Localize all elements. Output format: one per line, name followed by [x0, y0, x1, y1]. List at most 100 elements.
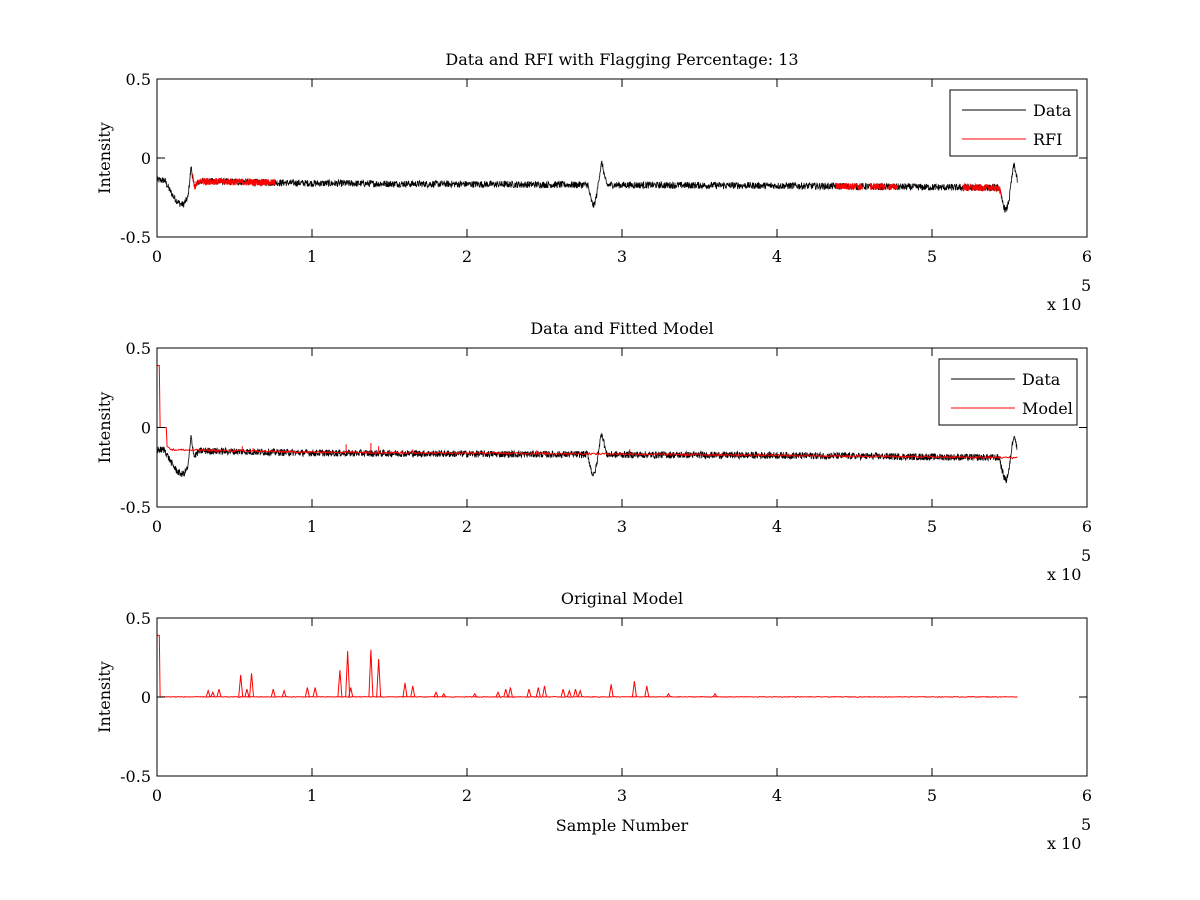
y-tick-label: -0.5	[120, 767, 151, 786]
legend-box	[949, 89, 1078, 157]
original-model-spike-27	[560, 688, 566, 698]
y-tick-label: 0.5	[126, 70, 151, 89]
rfi-segment-3	[869, 182, 886, 191]
x-tick-label: 2	[462, 517, 472, 536]
original-model-spike-30	[577, 689, 583, 698]
plot-area	[157, 79, 1087, 237]
rfi-segment-4	[888, 183, 899, 191]
original-model-spike-4	[238, 674, 244, 698]
original-model-spike-34	[666, 692, 671, 698]
rfi-segment-5	[962, 182, 1002, 200]
original-model-spike-16	[402, 682, 408, 698]
data-layer	[157, 634, 1018, 698]
x-tick-label: 0	[152, 786, 162, 805]
original-model-spike-33	[644, 685, 650, 698]
y-axis-label: Intensity	[95, 392, 114, 464]
y-tick-label: 0.5	[126, 339, 151, 358]
original-model-spike-10	[312, 687, 318, 698]
x-tick-label: 4	[772, 247, 782, 266]
original-model-spike-14	[368, 649, 374, 698]
x-tick-label: 3	[617, 786, 627, 805]
chart-title: Original Model	[561, 589, 683, 608]
data-layer	[157, 160, 1018, 213]
x-tick-label: 4	[772, 517, 782, 536]
plot-area	[157, 348, 1087, 507]
original-model-spike-5	[244, 688, 250, 698]
x-tick-label: 2	[462, 786, 472, 805]
original-model-spike-29	[573, 688, 578, 698]
legend-label-rfi: RFI	[1033, 130, 1062, 149]
original-model-spike-32	[631, 681, 637, 698]
original-model-spike-22	[503, 688, 509, 698]
original-model-spike-25	[535, 687, 541, 698]
x-tick-label: 0	[152, 517, 162, 536]
original-model-spike-8	[281, 689, 287, 698]
original-model-spike-3	[216, 688, 222, 698]
x-tick-label: 6	[1082, 517, 1092, 536]
series-line-original-model	[157, 634, 1018, 698]
rfi-segment-2	[835, 182, 863, 191]
original-model-spike-12	[345, 651, 351, 698]
y-tick-label: 0	[141, 688, 151, 707]
x-tick-label: 5	[927, 247, 937, 266]
legend: Data Model	[938, 358, 1078, 426]
x-tick-label: 1	[307, 786, 317, 805]
legend: Data RFI	[949, 89, 1078, 157]
x-tick-label: 4	[772, 786, 782, 805]
y-axis-label: Intensity	[95, 661, 114, 733]
x-tick-label: 5	[927, 517, 937, 536]
original-model-spike-18	[433, 690, 439, 698]
x-multiplier-label: x 10	[1047, 834, 1081, 853]
original-model-spike-1	[205, 689, 211, 698]
original-model-spike-9	[304, 687, 310, 698]
original-model-spike-19	[441, 692, 447, 698]
original-model-spike-7	[270, 688, 276, 698]
original-model-spike-31	[608, 684, 614, 698]
legend-label-data: Data	[1033, 101, 1072, 120]
x-exponent-label: 5	[1081, 815, 1091, 834]
legend-label-model: Model	[1022, 399, 1073, 418]
x-multiplier-label: x 10	[1047, 295, 1081, 314]
original-model-spike-35	[712, 692, 718, 698]
y-tick-label: -0.5	[120, 228, 151, 247]
y-tick-label: -0.5	[120, 498, 151, 517]
legend-label-data: Data	[1022, 370, 1061, 389]
x-tick-label: 0	[152, 247, 162, 266]
original-model-spike-15	[376, 659, 382, 698]
series-line-model	[157, 365, 1018, 460]
original-model-spike-13	[348, 687, 354, 698]
original-model-spike-2	[210, 690, 216, 698]
original-model-spike-23	[507, 687, 513, 698]
original-model-spike-24	[526, 688, 532, 698]
data-layer	[157, 365, 1018, 484]
original-model-spike-17	[410, 685, 416, 698]
original-model-spike-6	[249, 673, 255, 698]
x-tick-label: 1	[307, 247, 317, 266]
chart-title: Data and Fitted Model	[530, 319, 713, 338]
x-axis-label: Sample Number	[556, 816, 689, 835]
y-tick-label: 0	[141, 419, 151, 438]
x-exponent-label: 5	[1081, 276, 1091, 295]
x-tick-label: 2	[462, 247, 472, 266]
x-tick-label: 1	[307, 517, 317, 536]
original-model-spike-20	[472, 692, 478, 698]
x-multiplier-label: x 10	[1047, 565, 1081, 584]
x-tick-label: 3	[617, 517, 627, 536]
chart-title: Data and RFI with Flagging Percentage: 1…	[445, 50, 798, 69]
original-model-spike-21	[495, 690, 501, 698]
y-axis-label: Intensity	[95, 122, 114, 194]
y-tick-label: 0	[141, 149, 151, 168]
original-model-spike-11	[337, 670, 343, 698]
x-tick-label: 6	[1082, 786, 1092, 805]
legend-box	[938, 358, 1078, 426]
x-tick-label: 3	[617, 247, 627, 266]
x-tick-label: 6	[1082, 247, 1092, 266]
original-model-spike-26	[542, 685, 547, 698]
rfi-segment-1	[192, 174, 276, 190]
y-tick-label: 0.5	[126, 609, 151, 628]
original-model-spike-28	[566, 689, 572, 698]
